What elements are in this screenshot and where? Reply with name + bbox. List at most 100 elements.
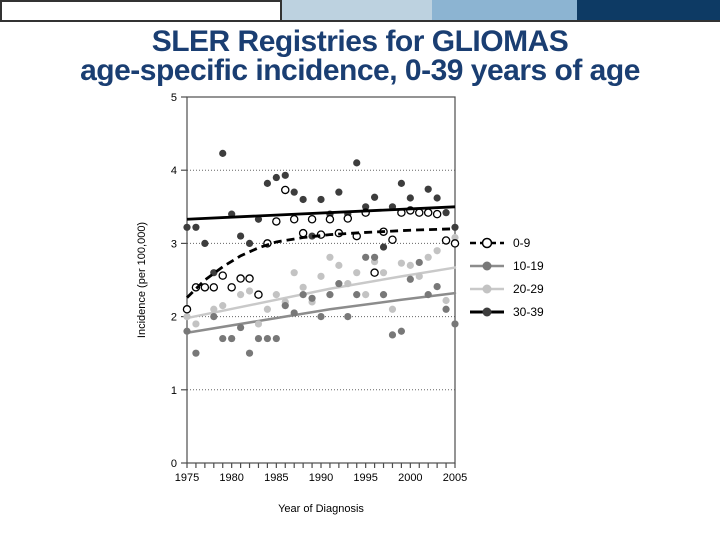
data-point-30-39 bbox=[290, 188, 298, 196]
legend-marker-0-9-icon bbox=[470, 237, 504, 248]
data-point-20-29 bbox=[344, 280, 352, 288]
data-point-10-19 bbox=[219, 334, 227, 343]
data-point-0-9 bbox=[388, 235, 397, 244]
legend-item-10-19: 10-19 bbox=[470, 254, 544, 277]
data-point-10-19 bbox=[388, 331, 397, 339]
data-point-0-9 bbox=[281, 185, 290, 195]
trendline-10-19 bbox=[185, 291, 457, 334]
data-point-10-19 bbox=[424, 291, 432, 299]
data-point-30-39 bbox=[219, 149, 227, 157]
data-point-20-29 bbox=[210, 305, 218, 313]
data-point-30-39 bbox=[272, 173, 280, 182]
title-line-1: SLER Registries for GLIOMAS bbox=[151, 25, 569, 58]
legend-marker-20-29-icon bbox=[470, 284, 504, 293]
data-point-0-9 bbox=[289, 214, 299, 224]
header-segment-medium-blue bbox=[432, 0, 577, 20]
data-point-20-29 bbox=[326, 253, 334, 261]
data-point-20-29 bbox=[353, 269, 361, 277]
legend-label-20-29: 20-29 bbox=[513, 281, 544, 296]
y-tick-label: 3 bbox=[171, 238, 177, 250]
data-point-10-19 bbox=[317, 313, 325, 321]
data-point-0-9 bbox=[236, 274, 245, 283]
data-point-30-39 bbox=[433, 194, 441, 202]
slide-title: SLER Registries for GLIOMAS age-specific… bbox=[0, 25, 720, 86]
x-tick-label: 1985 bbox=[264, 472, 288, 484]
data-point-10-19 bbox=[442, 305, 450, 313]
legend-label-30-39: 30-39 bbox=[513, 304, 544, 319]
legend-label-0-9: 0-9 bbox=[513, 235, 531, 250]
data-point-20-29 bbox=[183, 313, 191, 321]
data-point-10-19 bbox=[290, 309, 298, 317]
data-point-20-29 bbox=[424, 253, 432, 261]
data-point-30-39 bbox=[192, 223, 200, 231]
data-point-10-19 bbox=[397, 327, 405, 335]
data-point-10-19 bbox=[237, 323, 245, 332]
data-point-20-29 bbox=[335, 261, 343, 269]
data-point-10-19 bbox=[192, 349, 200, 357]
data-point-20-29 bbox=[451, 233, 459, 242]
data-point-0-9 bbox=[245, 274, 254, 283]
legend-marker-10-19-icon bbox=[470, 261, 504, 270]
header-segment-white bbox=[0, 0, 282, 20]
header-segment-navy bbox=[577, 0, 720, 20]
y-tick-label: 0 bbox=[171, 458, 177, 470]
data-point-0-9 bbox=[432, 209, 442, 219]
data-point-10-19 bbox=[281, 302, 289, 310]
plot-border bbox=[186, 96, 456, 464]
data-point-20-29 bbox=[388, 305, 397, 313]
y-axis-title: Incidence (per 100,000) bbox=[136, 221, 148, 339]
data-point-30-39 bbox=[263, 179, 271, 187]
data-point-10-19 bbox=[308, 294, 316, 302]
legend-item-20-29: 20-29 bbox=[470, 277, 544, 300]
data-point-30-39 bbox=[299, 195, 307, 204]
data-point-30-39 bbox=[183, 223, 191, 231]
y-tick-label: 5 bbox=[171, 92, 177, 104]
data-point-30-39 bbox=[442, 209, 450, 217]
data-point-30-39 bbox=[379, 243, 388, 251]
trendline-0-9 bbox=[186, 227, 456, 299]
x-tick-label: 1980 bbox=[219, 472, 243, 484]
data-point-10-19 bbox=[371, 253, 379, 261]
data-point-10-19 bbox=[326, 291, 334, 299]
data-point-30-39 bbox=[362, 203, 370, 211]
data-point-10-19 bbox=[299, 291, 307, 299]
data-point-30-39 bbox=[335, 188, 343, 196]
data-point-10-19 bbox=[183, 327, 191, 335]
x-tick-label: 1990 bbox=[309, 472, 333, 484]
data-point-20-29 bbox=[406, 261, 414, 269]
data-point-30-39 bbox=[245, 239, 254, 247]
legend-marker-30-39-icon bbox=[470, 307, 504, 316]
data-point-20-29 bbox=[379, 269, 388, 277]
data-point-0-9 bbox=[182, 305, 192, 314]
x-tick-label: 1975 bbox=[175, 472, 199, 484]
trendline-30-39 bbox=[186, 205, 456, 221]
data-point-20-29 bbox=[254, 320, 263, 328]
data-point-0-9 bbox=[227, 283, 236, 292]
data-point-0-9 bbox=[441, 236, 451, 245]
data-point-10-19 bbox=[353, 291, 361, 299]
data-point-10-19 bbox=[263, 334, 271, 343]
data-point-30-39 bbox=[308, 232, 316, 240]
data-point-0-9 bbox=[298, 228, 308, 238]
data-point-20-29 bbox=[442, 296, 450, 305]
data-point-10-19 bbox=[379, 291, 388, 299]
x-tick-label: 2000 bbox=[398, 472, 422, 484]
data-point-20-29 bbox=[219, 302, 227, 310]
data-point-30-39 bbox=[371, 193, 379, 201]
data-point-10-19 bbox=[335, 280, 343, 288]
data-point-0-9 bbox=[370, 268, 379, 277]
y-tick-label: 4 bbox=[171, 165, 177, 177]
data-point-10-19 bbox=[451, 320, 459, 328]
legend-item-0-9: 0-9 bbox=[470, 231, 544, 254]
data-point-20-29 bbox=[290, 269, 298, 277]
data-point-30-39 bbox=[237, 232, 245, 240]
data-point-30-39 bbox=[406, 194, 414, 202]
data-point-30-39 bbox=[281, 171, 289, 179]
data-point-10-19 bbox=[433, 282, 441, 291]
data-point-10-19 bbox=[406, 275, 414, 283]
data-point-20-29 bbox=[272, 291, 280, 299]
data-point-20-29 bbox=[397, 259, 405, 267]
data-point-0-9 bbox=[307, 214, 317, 224]
